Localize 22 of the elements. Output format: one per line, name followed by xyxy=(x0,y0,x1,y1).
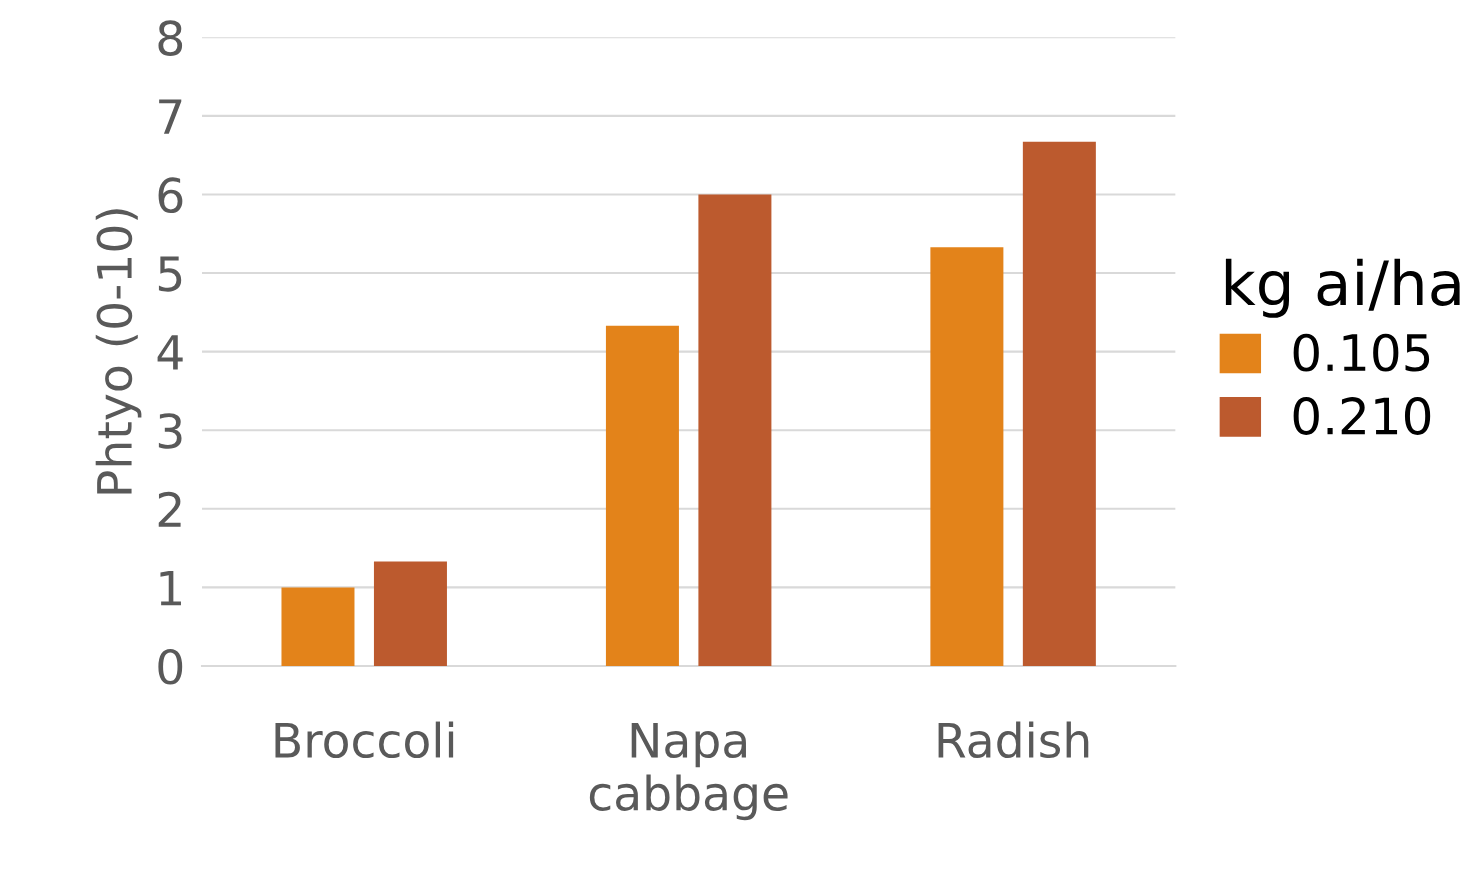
legend-label: 0.210 xyxy=(1293,397,1431,435)
bar xyxy=(605,325,679,666)
y-tick-label: 0 xyxy=(158,648,183,685)
y-tick-label: 2 xyxy=(158,491,181,527)
bar xyxy=(1022,141,1096,666)
bar xyxy=(281,587,355,666)
y-tick-label: 3 xyxy=(158,413,182,449)
bar xyxy=(698,194,772,666)
y-tick-label: 1 xyxy=(160,570,181,606)
x-tick-label: Radish xyxy=(938,721,1089,759)
bar xyxy=(930,247,1004,666)
y-tick-label: 4 xyxy=(157,335,183,370)
legend-title: kg ai/ha xyxy=(1225,258,1460,318)
y-axis-title: Phtyo (0-10) xyxy=(95,209,142,494)
legend-label: 0.105 xyxy=(1293,333,1430,372)
y-tick-label: 8 xyxy=(158,20,183,56)
y-tick-label: 6 xyxy=(158,177,183,214)
y-tick-label: 5 xyxy=(158,256,182,292)
y-tick-label: 7 xyxy=(159,99,182,134)
x-tick-label: Broccoli xyxy=(275,721,454,759)
bar xyxy=(373,561,447,666)
x-tick-label: Napa cabbage xyxy=(589,723,788,821)
